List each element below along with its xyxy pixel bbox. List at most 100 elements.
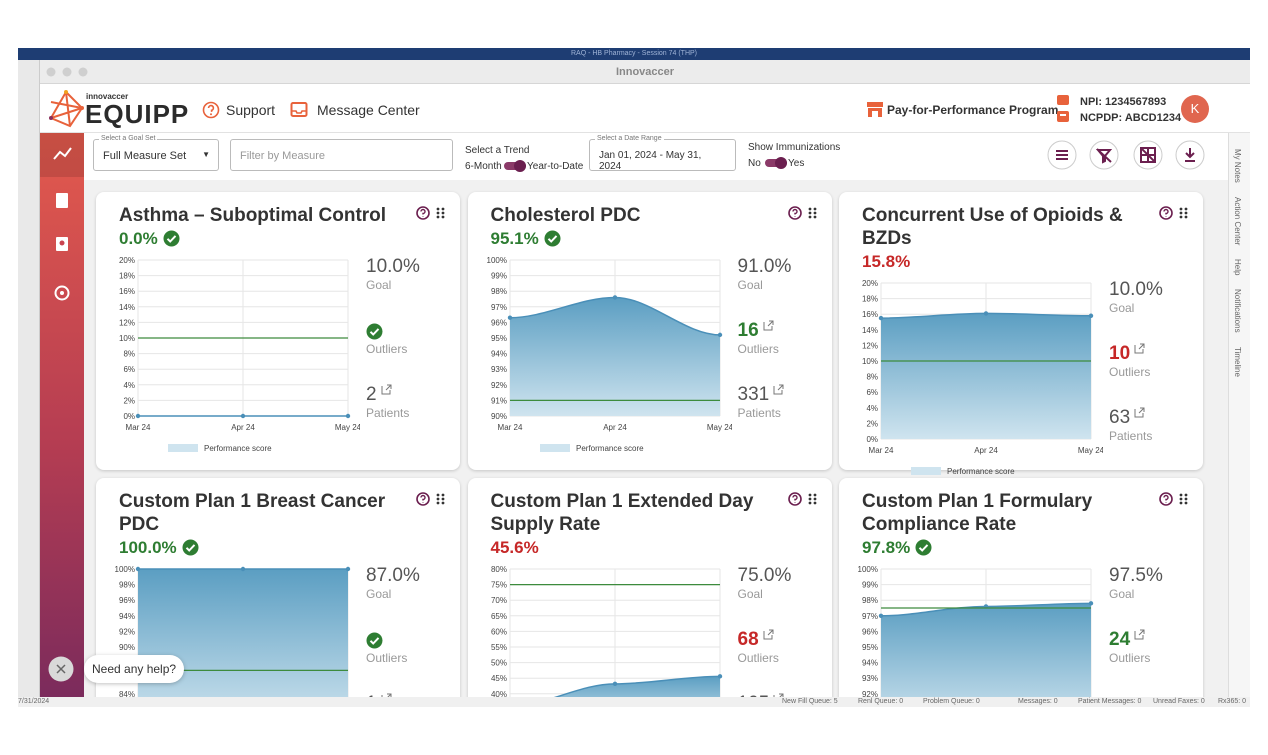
- y-tick-label: 14%: [862, 326, 878, 335]
- help-icon[interactable]: [787, 492, 802, 506]
- filter-input[interactable]: Filter by Measure: [230, 139, 453, 171]
- x-tick-label: Mar 24: [126, 423, 151, 432]
- y-tick-label: 4%: [123, 381, 135, 390]
- window-controls[interactable]: [46, 67, 96, 77]
- y-tick-label: 18%: [119, 272, 135, 281]
- rail-tab[interactable]: Action Center: [1233, 197, 1242, 246]
- support-link[interactable]: Support: [226, 102, 276, 118]
- y-tick-label: 6%: [866, 388, 878, 397]
- rail-tab[interactable]: Help: [1233, 259, 1242, 276]
- data-point: [878, 315, 884, 321]
- score-value: 97.8%: [862, 538, 911, 557]
- y-tick-label: 97%: [862, 612, 878, 621]
- stat-block: 24 Outliers: [1109, 629, 1150, 665]
- y-tick-label: 94%: [119, 612, 135, 621]
- data-point: [612, 295, 617, 300]
- stat-block: 75.0% Goal: [738, 565, 792, 601]
- drag-dot: [1184, 207, 1188, 211]
- filter-bar: Full Measure Set ▼ Select a Goal Set Filt…: [84, 133, 1228, 180]
- card-actions: [416, 492, 445, 506]
- link-glyph: [773, 384, 784, 395]
- help-icon[interactable]: [1159, 492, 1173, 506]
- data-point: [983, 311, 989, 316]
- imm-toggle[interactable]: [764, 157, 788, 169]
- status-item: Renl Queue: 0: [858, 698, 904, 705]
- drag-dot: [808, 493, 811, 497]
- card-header: Asthma – Suboptimal Control 0.0%: [119, 204, 414, 250]
- card-score: 100.0%: [119, 536, 414, 559]
- stat-block: 91.0% Goal: [738, 256, 792, 292]
- y-tick-label: 10%: [862, 357, 878, 366]
- y-tick-label: 45%: [490, 674, 506, 683]
- message-center-link[interactable]: Message Center: [317, 102, 420, 118]
- link-glyph: [381, 693, 392, 697]
- p4p-link[interactable]: Pay-for-Performance Program: [887, 103, 1059, 117]
- sidebar-icons[interactable]: [40, 133, 84, 313]
- outliers-label: Outliers: [366, 651, 408, 665]
- y-tick-label: 80%: [490, 565, 506, 574]
- stat-block: 68 Outliers: [738, 629, 779, 665]
- rail-tab[interactable]: My Notes: [1233, 149, 1242, 183]
- help-icon[interactable]: [416, 206, 430, 220]
- drag-dot: [441, 501, 445, 505]
- external-link-icon: [763, 320, 774, 331]
- card-header: Custom Plan 1 Extended Day Supply Rate 45…: [491, 490, 786, 559]
- drag-dot: [436, 211, 440, 215]
- check-icon: [182, 539, 199, 556]
- card-title: Concurrent Use of Opioids & BZDs: [862, 205, 1123, 249]
- drag-dot: [813, 501, 816, 505]
- p4p-icon[interactable]: [866, 101, 884, 118]
- help-icon[interactable]: [787, 206, 802, 220]
- y-tick-label: 93%: [490, 365, 506, 374]
- help-bubble[interactable]: Need any help?: [84, 655, 185, 683]
- drag-dot: [808, 211, 811, 215]
- card-actions: [1159, 492, 1188, 506]
- x-tick-label: May 24: [1078, 446, 1103, 455]
- drag-dot: [813, 211, 816, 215]
- outliers-value: 24: [1109, 629, 1131, 650]
- goal-set-select[interactable]: Full Measure Set ▼: [93, 139, 219, 171]
- help-icon[interactable]: [1159, 206, 1173, 220]
- support-icon[interactable]: [202, 101, 220, 119]
- y-tick-label: 50%: [490, 659, 506, 668]
- app-header: innovaccer EQUIPP Support Message Center…: [40, 84, 1250, 133]
- y-tick-label: 99%: [490, 272, 506, 281]
- stat-block: 2 Patients: [366, 384, 409, 420]
- measure-card: Cholesterol PDC 95.1% 90% 91% 92% 93% 94% 95% 96…: [467, 192, 832, 470]
- stat-block: 63 Patients: [1109, 407, 1152, 443]
- y-tick-label: 100%: [486, 256, 506, 265]
- trend-toggle[interactable]: [503, 160, 527, 172]
- drag-dot: [813, 207, 816, 211]
- download-icon[interactable]: [1175, 139, 1205, 171]
- patients-value: 105: [738, 693, 770, 697]
- link-glyph: [1134, 407, 1145, 418]
- message-icon[interactable]: [290, 101, 308, 119]
- drag-dot: [1179, 497, 1183, 501]
- check-icon: [544, 230, 561, 247]
- help-icon[interactable]: [416, 492, 430, 506]
- toolbar-icons[interactable]: [1044, 139, 1194, 171]
- stat-block: 10.0% Goal: [366, 256, 420, 292]
- legend-swatch: [539, 444, 570, 452]
- rail-tab[interactable]: Timeline: [1233, 347, 1242, 377]
- rail-tab[interactable]: Notifications: [1233, 289, 1242, 333]
- card-header: Custom Plan 1 Formulary Compliance Rate 9…: [862, 490, 1157, 559]
- help-glyph: [791, 208, 798, 217]
- help-glyph: [420, 208, 426, 217]
- x-tick-label: May 24: [706, 423, 731, 432]
- drag-dot: [813, 493, 816, 497]
- card-actions: [416, 206, 445, 220]
- drag-dot: [1184, 501, 1188, 505]
- date-range-select[interactable]: Jan 01, 2024 - May 31, 2024: [589, 139, 736, 172]
- logo-icon: [49, 90, 84, 128]
- x-tick-label: Apr 24: [974, 446, 998, 455]
- close-help-button[interactable]: [48, 656, 74, 682]
- check-mark: [369, 327, 380, 336]
- goal-label: Goal: [737, 587, 763, 601]
- external-link-icon: [1134, 343, 1145, 354]
- patients-row: 63: [1109, 407, 1152, 429]
- legend-label: Performance score: [204, 444, 272, 453]
- avatar[interactable]: K: [1181, 95, 1209, 123]
- card-header: Concurrent Use of Opioids & BZDs 15.8%: [862, 204, 1157, 273]
- patients-value: 63: [1109, 407, 1131, 428]
